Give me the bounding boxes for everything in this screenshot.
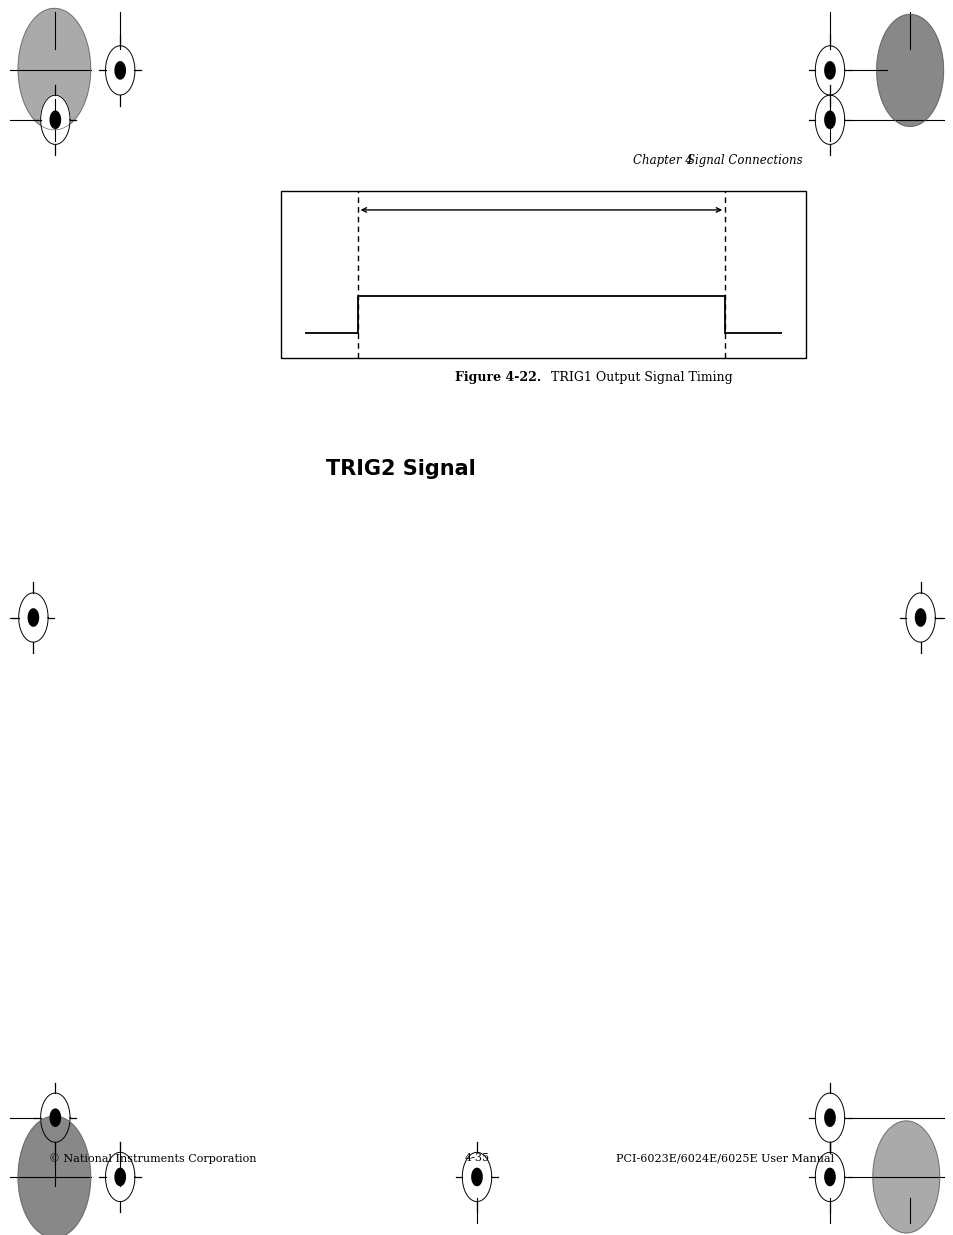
Polygon shape [115, 1168, 125, 1186]
Polygon shape [915, 609, 924, 626]
Text: 4-35: 4-35 [464, 1153, 489, 1163]
Text: Figure 4-22.: Figure 4-22. [455, 370, 540, 384]
Text: PCI-6023E/6024E/6025E User Manual: PCI-6023E/6024E/6025E User Manual [616, 1153, 833, 1163]
Polygon shape [824, 62, 834, 79]
Text: Signal Connections: Signal Connections [686, 154, 801, 167]
Polygon shape [106, 1152, 134, 1202]
Polygon shape [19, 593, 48, 642]
Text: © National Instruments Corporation: © National Instruments Corporation [49, 1153, 256, 1163]
Polygon shape [872, 1121, 939, 1233]
Polygon shape [51, 111, 60, 128]
Polygon shape [815, 46, 843, 95]
Polygon shape [106, 46, 134, 95]
Polygon shape [824, 111, 834, 128]
Polygon shape [905, 593, 934, 642]
Text: TRIG2 Signal: TRIG2 Signal [326, 459, 475, 479]
Polygon shape [472, 1168, 481, 1186]
Text: Chapter 4: Chapter 4 [632, 154, 692, 167]
Text: TRIG1 Output Signal Timing: TRIG1 Output Signal Timing [546, 370, 732, 384]
Polygon shape [824, 1168, 834, 1186]
Polygon shape [815, 1093, 843, 1142]
Polygon shape [815, 95, 843, 144]
Polygon shape [41, 1093, 70, 1142]
Bar [281, 191, 805, 358]
Polygon shape [51, 1109, 60, 1126]
Polygon shape [824, 1109, 834, 1126]
Polygon shape [815, 1152, 843, 1202]
Polygon shape [41, 95, 70, 144]
Polygon shape [462, 1152, 491, 1202]
Polygon shape [18, 9, 91, 130]
Polygon shape [876, 15, 943, 126]
Polygon shape [18, 1116, 91, 1235]
Polygon shape [29, 609, 38, 626]
Polygon shape [115, 62, 125, 79]
